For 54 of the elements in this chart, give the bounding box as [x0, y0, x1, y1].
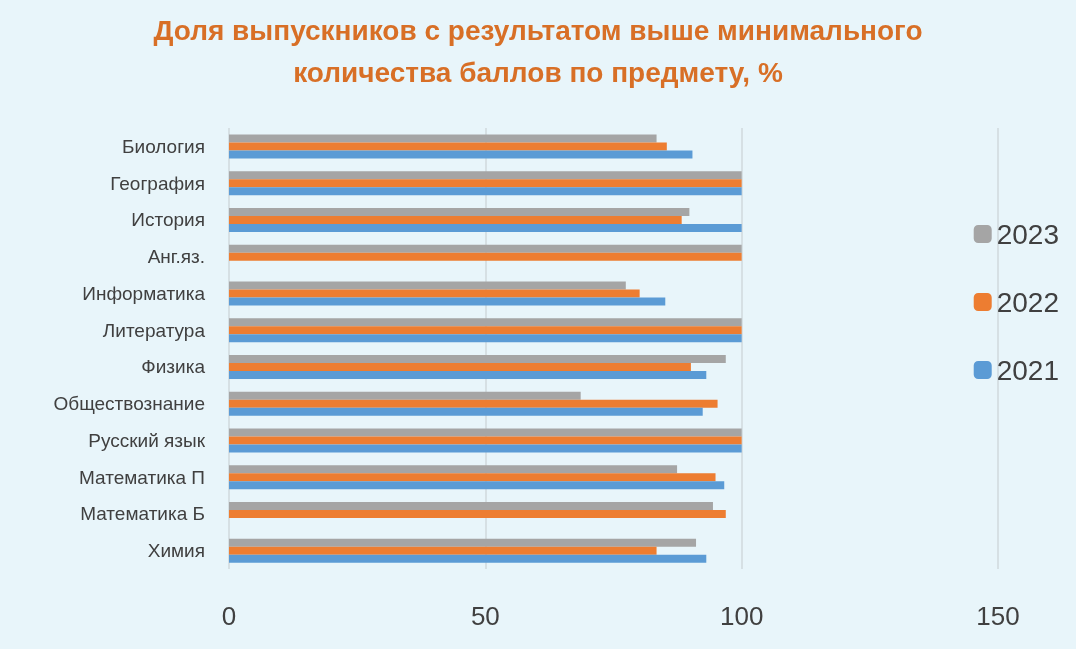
- bar: [229, 473, 716, 482]
- bar: [229, 538, 697, 547]
- bar: [229, 436, 742, 445]
- y-tick-label: Биология: [122, 135, 205, 157]
- bar: [229, 142, 667, 151]
- bar: [229, 554, 707, 563]
- y-tick-label: Информатика: [82, 282, 206, 304]
- bar: [229, 289, 640, 298]
- bar: [229, 428, 742, 437]
- bar: [229, 171, 742, 180]
- y-tick-label: Математика П: [78, 466, 205, 488]
- bar: [229, 215, 682, 224]
- y-tick-label: Русский язык: [88, 429, 206, 451]
- bar: [229, 223, 742, 232]
- legend-label: 2021: [996, 354, 1060, 386]
- y-tick-label: Обществознание: [53, 393, 205, 415]
- bar: [229, 187, 742, 196]
- bar: [229, 399, 718, 408]
- bar: [229, 150, 693, 159]
- bar: [229, 179, 742, 188]
- bar: [229, 354, 726, 363]
- bar: [229, 252, 742, 261]
- x-tick-label: 50: [470, 601, 500, 631]
- y-tick-label: История: [131, 209, 205, 231]
- bar: [229, 134, 657, 143]
- bar: [229, 207, 690, 216]
- bar: [229, 407, 703, 416]
- y-tick-label: Анг.яз.: [147, 246, 205, 268]
- bar: [229, 509, 726, 518]
- legend-label: 2023: [996, 218, 1060, 250]
- bar: [229, 297, 666, 306]
- bar: [229, 362, 691, 371]
- bar: [229, 465, 678, 474]
- bar: [229, 501, 713, 510]
- y-tick-label: География: [110, 172, 205, 194]
- x-tick-label: 0: [221, 601, 237, 631]
- y-tick-label: Литература: [102, 319, 206, 341]
- bar: [229, 481, 725, 490]
- x-tick-label: 150: [976, 601, 1020, 631]
- legend-label: 2022: [996, 286, 1060, 318]
- bar: [229, 244, 742, 253]
- bar: [229, 334, 742, 343]
- bar: [229, 546, 657, 555]
- bar: [229, 391, 581, 400]
- y-tick-label: Химия: [147, 540, 205, 562]
- x-tick-label: 100: [719, 601, 764, 631]
- y-tick-label: Математика Б: [80, 503, 205, 525]
- bar: [229, 318, 742, 327]
- chart-title: Доля выпускников с результатом выше минимального количества баллов по предмету, %: [153, 14, 923, 88]
- y-tick-label: Физика: [141, 356, 206, 378]
- bar: [229, 281, 626, 290]
- bar: [229, 370, 707, 379]
- bar: [229, 326, 742, 335]
- bar: [229, 444, 742, 453]
